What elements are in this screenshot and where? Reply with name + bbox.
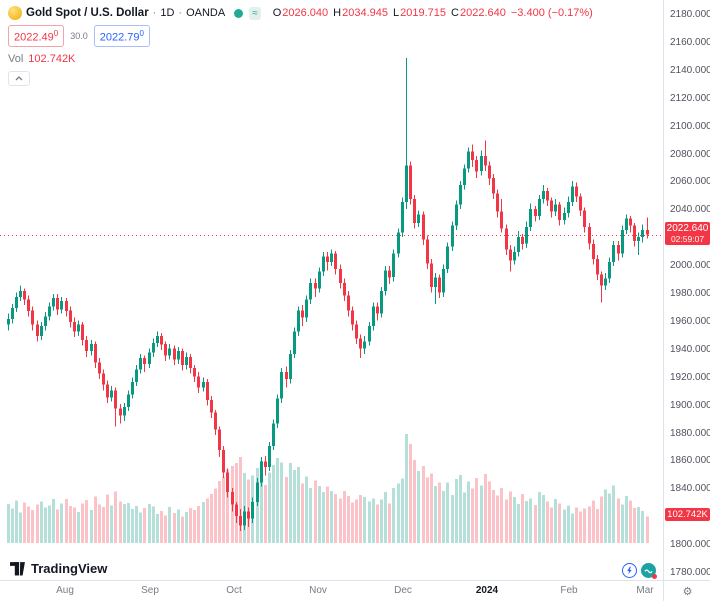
price-tick-label: 1880.000 bbox=[670, 427, 710, 439]
price-tick-label: 1940.000 bbox=[670, 343, 710, 355]
gold-instrument-icon bbox=[8, 6, 22, 20]
volume-axis-label: 102.742K bbox=[665, 508, 710, 522]
trade-buttons-row: 2022.490 30.0 2022.790 bbox=[8, 25, 593, 47]
time-tick-label: Feb bbox=[560, 585, 578, 596]
price-tick-label: 2000.000 bbox=[670, 260, 710, 272]
wave-icon bbox=[644, 569, 653, 574]
high-label: H bbox=[333, 7, 342, 19]
open-value: 2026.040 bbox=[282, 7, 329, 19]
price-tick-label: 1860.000 bbox=[670, 455, 710, 467]
spread-value: 30.0 bbox=[70, 30, 88, 41]
price-tick-label: 1980.000 bbox=[670, 288, 710, 299]
current-price-label: 2022.640 02:59:07 bbox=[665, 221, 710, 245]
gear-icon[interactable]: ⚙ bbox=[682, 585, 693, 598]
legend-title-row: Gold Spot / U.S. Dollar · 1D · OANDA ≈ O… bbox=[8, 6, 593, 20]
axis-corner: ⚙ bbox=[663, 580, 710, 601]
interval-value[interactable]: 1D bbox=[160, 7, 175, 19]
open-label: O bbox=[272, 7, 282, 19]
price-tick-label: 2100.000 bbox=[670, 120, 710, 132]
wave-widget-icon[interactable] bbox=[641, 563, 657, 579]
candlestick-plot[interactable] bbox=[0, 0, 663, 580]
close-label: C bbox=[451, 7, 459, 19]
tradingview-logo-icon bbox=[10, 562, 25, 576]
notification-badge bbox=[652, 574, 657, 579]
low-label: L bbox=[393, 7, 400, 19]
price-tick-label: 2160.000 bbox=[670, 36, 710, 48]
price-tick-label: 2140.000 bbox=[670, 64, 710, 76]
bottom-right-widgets bbox=[622, 563, 657, 579]
time-tick-label: Dec bbox=[394, 585, 412, 596]
close-value: 2022.640 bbox=[459, 7, 506, 19]
tradingview-logo[interactable]: TradingView bbox=[10, 560, 107, 576]
separator-dot: · bbox=[152, 7, 157, 19]
volume-readout-row: Vol 102.742K bbox=[8, 53, 593, 65]
price-tick-label: 2040.000 bbox=[670, 204, 710, 216]
low-value: 2019.715 bbox=[400, 7, 447, 19]
lightning-bolt-icon bbox=[627, 566, 632, 575]
time-tick-label: Nov bbox=[309, 585, 327, 596]
time-axis[interactable]: Aug Sep Oct Nov Dec 2024 Feb Mar bbox=[0, 580, 663, 601]
symbol-legend: Gold Spot / U.S. Dollar · 1D · OANDA ≈ O… bbox=[8, 6, 593, 86]
market-status-icon bbox=[234, 8, 244, 18]
price-tick-label: 1780.000 bbox=[670, 567, 710, 578]
ohlc-readout: O 2026.040 H 2034.945 L 2019.715 C 2022.640 … bbox=[273, 7, 593, 19]
price-axis[interactable]: 2022.640 02:59:07 102.742K 2180.000 2160.… bbox=[663, 0, 710, 580]
high-value: 2034.945 bbox=[342, 7, 388, 19]
price-tick-label: 1920.000 bbox=[670, 371, 710, 383]
price-tick-label: 1840.000 bbox=[670, 483, 710, 495]
time-tick-label: Mar bbox=[636, 585, 654, 596]
price-tick-label: 2180.000 bbox=[670, 9, 710, 20]
price-tick-label: 2080.000 bbox=[670, 148, 710, 160]
collapse-legend-button[interactable] bbox=[8, 70, 30, 86]
chevron-up-icon bbox=[15, 75, 23, 81]
symbol-title[interactable]: Gold Spot / U.S. Dollar bbox=[26, 7, 149, 19]
price-tick-label: 2060.000 bbox=[670, 176, 710, 188]
time-tick-label: Oct bbox=[226, 585, 242, 596]
price-tick-label: 1800.000 bbox=[670, 539, 710, 551]
change-value: −3.400 (−0.17%) bbox=[510, 7, 593, 19]
price-tick-label: 2120.000 bbox=[670, 92, 710, 104]
volume-value: 102.742K bbox=[28, 52, 76, 65]
current-price-value: 2022.640 bbox=[666, 222, 709, 234]
tradingview-logo-text: TradingView bbox=[31, 560, 108, 576]
time-tick-label: Aug bbox=[56, 585, 74, 596]
price-tick-label: 1960.000 bbox=[670, 315, 710, 327]
price-tick-label: 1900.000 bbox=[670, 399, 710, 411]
separator-dot: · bbox=[178, 7, 183, 19]
volume-label: Vol bbox=[8, 52, 24, 65]
time-tick-label: 2024 bbox=[475, 585, 499, 596]
data-mode-icon[interactable]: ≈ bbox=[249, 6, 261, 20]
sell-price-button[interactable]: 2022.490 bbox=[8, 25, 65, 47]
exchange-name[interactable]: OANDA bbox=[186, 7, 226, 19]
bar-countdown: 02:59:07 bbox=[670, 233, 705, 244]
buy-price-button[interactable]: 2022.790 bbox=[93, 25, 150, 47]
time-tick-label: Sep bbox=[141, 585, 159, 596]
lightning-widget-icon[interactable] bbox=[622, 563, 637, 578]
